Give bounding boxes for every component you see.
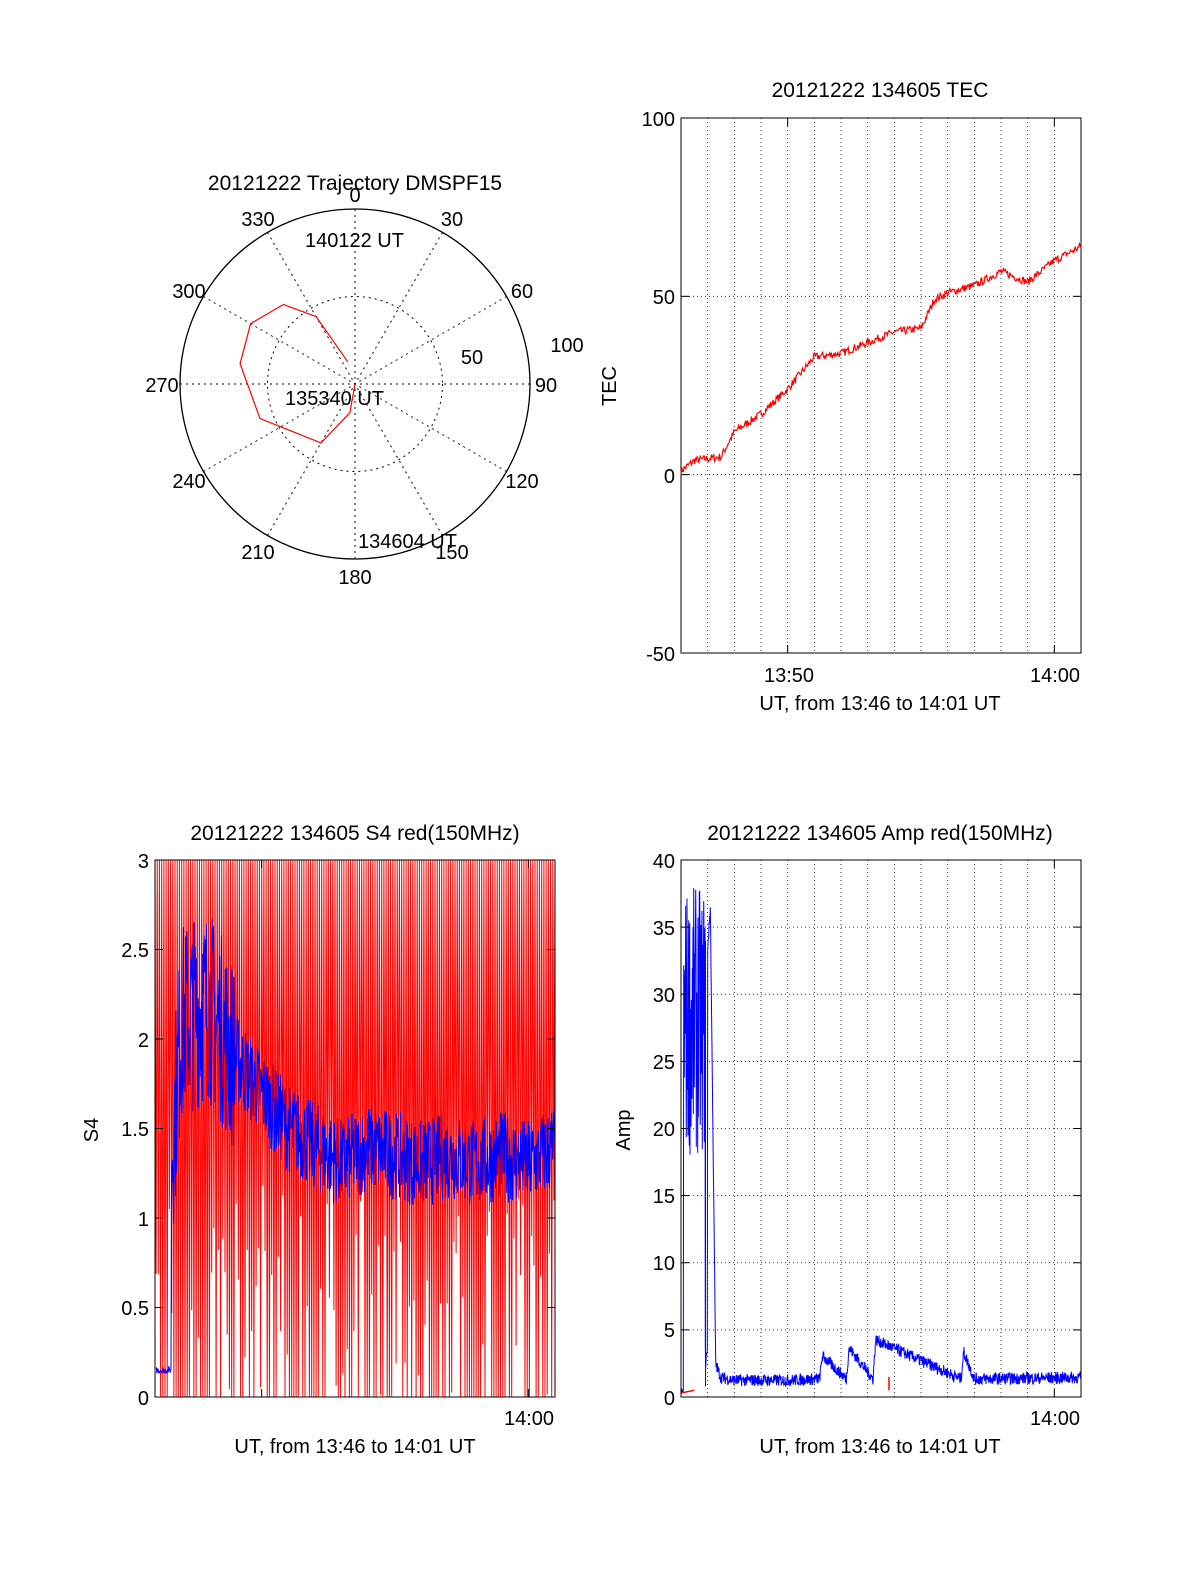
az-label-240: 240 <box>172 471 205 493</box>
az-label-90: 90 <box>535 375 557 397</box>
s4-ticks <box>155 859 555 1398</box>
radial-label-50: 50 <box>461 347 483 369</box>
az-label-210: 210 <box>241 542 274 564</box>
amp-xtick-1400: 14:00 <box>1030 1408 1080 1430</box>
s4-ytick-0-5: 0.5 <box>121 1298 149 1320</box>
amp-ytick-0: 0 <box>664 1388 675 1410</box>
radial-label-100: 100 <box>550 335 583 357</box>
trajectory-mid-label: 135340 UT <box>285 388 384 410</box>
tec-ticks <box>681 117 1081 654</box>
amp-title: 20121222 134605 Amp red(150MHz) <box>707 822 1053 845</box>
s4-ytick-2-5: 2.5 <box>121 940 149 962</box>
tec-ytick-50: 50 <box>653 287 675 309</box>
s4-panel: 20121222 134605 S4 red(150MHz) 3 2.5 2 1… <box>81 822 556 1458</box>
trajectory-track <box>239 303 356 444</box>
polar-title: 20121222 Trajectory DMSPF15 <box>208 172 502 195</box>
tec-frame <box>680 117 1082 654</box>
az-label-30: 30 <box>441 209 463 231</box>
amp-ytick-30: 30 <box>653 985 675 1007</box>
amp-ytick-20: 20 <box>653 1119 675 1141</box>
amp-xlabel: UT, from 13:46 to 14:01 UT <box>759 1436 1000 1458</box>
amp-ylabel: Amp <box>613 1109 635 1150</box>
az-label-300: 300 <box>172 281 205 303</box>
s4-ytick-3: 3 <box>138 851 149 873</box>
s4-ytick-1-5: 1.5 <box>121 1119 149 1141</box>
amp-blue-series <box>680 888 1082 1394</box>
amp-grid <box>681 859 1081 1398</box>
polar-inner-ring <box>267 296 443 472</box>
amp-ytick-15: 15 <box>653 1186 675 1208</box>
amp-panel: 20121222 134605 Amp red(150MHz) 40 35 30… <box>613 822 1082 1458</box>
s4-xtick-1400: 14:00 <box>504 1408 554 1430</box>
az-label-150: 150 <box>435 542 468 564</box>
s4-ytick-0: 0 <box>138 1388 149 1410</box>
tec-panel: 20121222 134605 TEC 100 50 0 -50 13:50 1… <box>599 79 1082 715</box>
az-label-0: 0 <box>349 185 360 207</box>
tec-grid <box>681 117 1081 654</box>
az-label-60: 60 <box>511 281 533 303</box>
amp-ytick-40: 40 <box>653 851 675 873</box>
tec-ylabel: TEC <box>599 366 621 406</box>
tec-ytick-minus50: -50 <box>646 644 675 666</box>
amp-ytick-5: 5 <box>664 1320 675 1342</box>
amp-ytick-35: 35 <box>653 918 675 940</box>
tec-series-line <box>680 241 1082 476</box>
polar-azimuth-labels: 0 30 60 90 120 150 180 210 240 270 300 3… <box>145 185 583 589</box>
s4-ytick-1: 1 <box>138 1209 149 1231</box>
az-label-120: 120 <box>505 471 538 493</box>
az-label-270: 270 <box>145 375 178 397</box>
az-label-330: 330 <box>241 209 274 231</box>
amp-red-series <box>680 1376 890 1394</box>
trajectory-start-label: 134604 UT <box>358 531 457 553</box>
polar-panel: 20121222 Trajectory DMSPF15 0 30 60 90 1… <box>145 172 583 589</box>
tec-xtick-1350: 13:50 <box>764 665 814 687</box>
tec-title: 20121222 134605 TEC <box>772 79 989 102</box>
amp-ytick-10: 10 <box>653 1253 675 1275</box>
amp-ticks <box>681 859 1081 1398</box>
s4-xlabel: UT, from 13:46 to 14:01 UT <box>234 1436 475 1458</box>
s4-title: 20121222 134605 S4 red(150MHz) <box>190 822 519 845</box>
trajectory-end-label: 140122 UT <box>305 230 404 252</box>
tec-xtick-1400: 14:00 <box>1030 665 1080 687</box>
tec-ytick-100: 100 <box>642 109 675 131</box>
amp-ytick-25: 25 <box>653 1052 675 1074</box>
s4-blue-series <box>155 918 556 1374</box>
az-label-180: 180 <box>338 567 371 589</box>
tec-ytick-0: 0 <box>664 466 675 488</box>
s4-ytick-2: 2 <box>138 1030 149 1052</box>
tec-xlabel: UT, from 13:46 to 14:01 UT <box>759 693 1000 715</box>
s4-ylabel: S4 <box>81 1118 103 1142</box>
